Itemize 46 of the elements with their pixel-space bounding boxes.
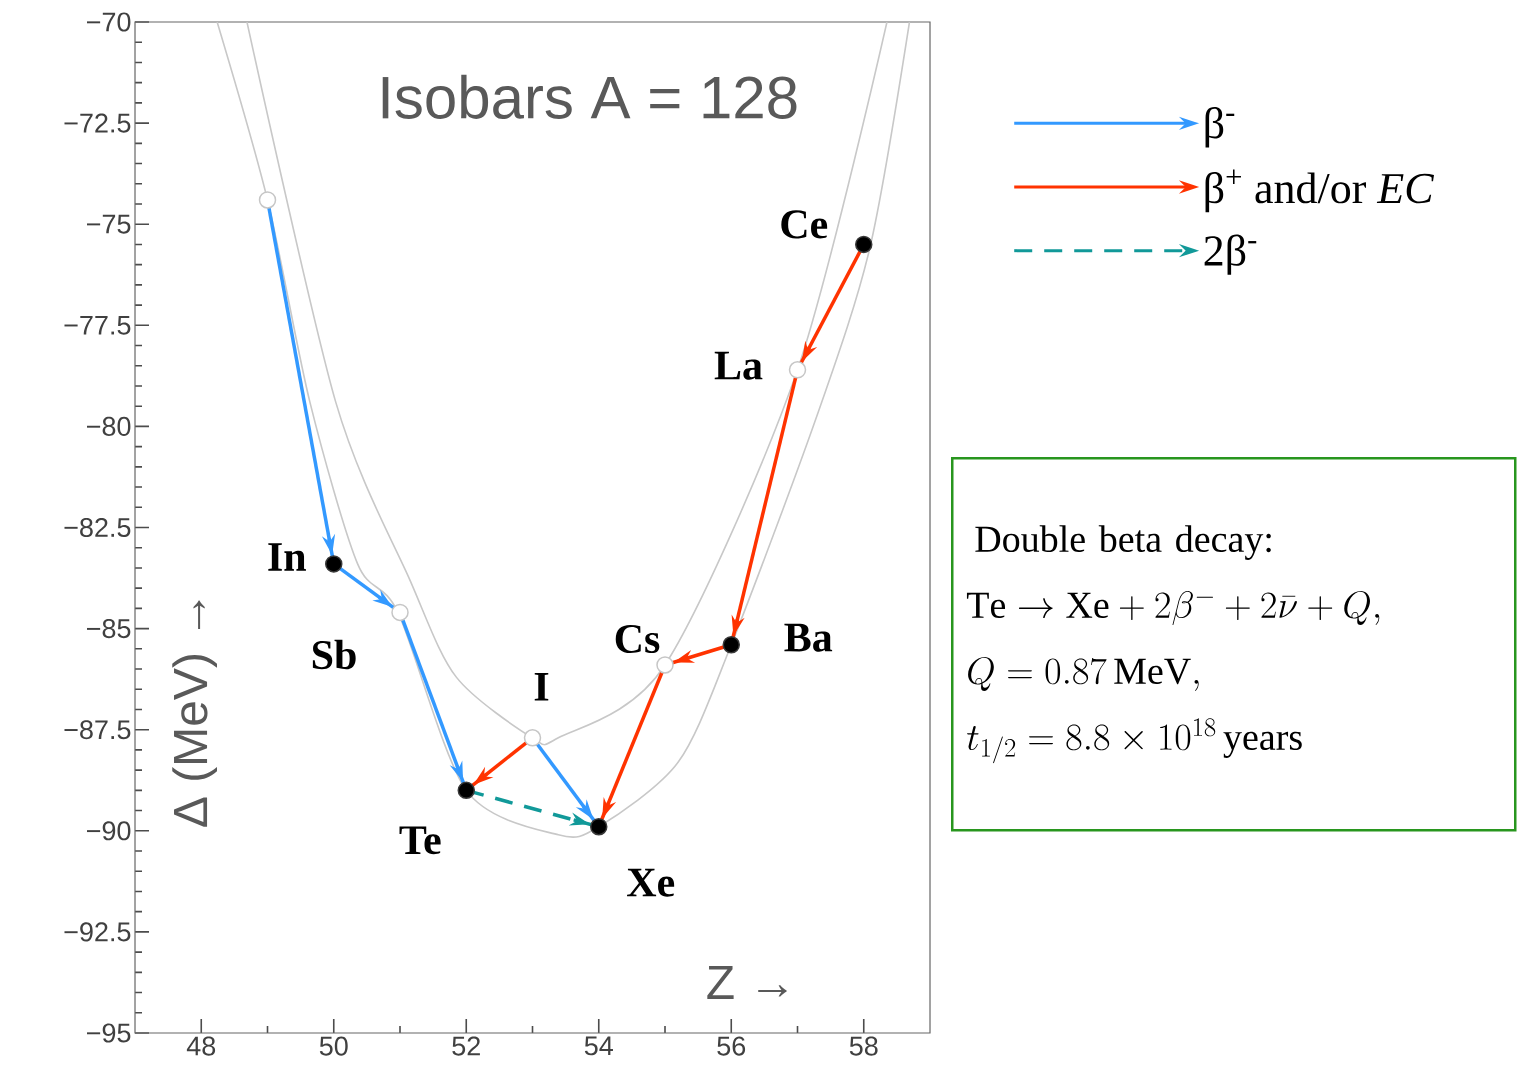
y-tick-label: −92.5 — [64, 922, 131, 942]
annotation: I — [534, 673, 549, 701]
annotation: La — [714, 351, 763, 380]
text: $Q=0.87\,\mathrm{MeV},$ — [968, 656, 1199, 692]
annotation: Ba — [784, 623, 833, 652]
text: Isobars A = 128 — [382, 74, 797, 119]
y-tick-label: −80 — [87, 416, 131, 436]
point — [325, 555, 343, 573]
text: $\mathrm{Te}\rightarrow\mathrm{Xe}+2\beta^{-}+2\bar{\nu}+Q,$ — [966, 590, 1380, 626]
y-tick-label: −77.5 — [64, 315, 131, 335]
point — [590, 818, 608, 836]
point — [855, 235, 873, 254]
annotation: Te — [399, 826, 441, 855]
legend-label: β$^{-}$ — [1205, 107, 1235, 148]
x-tick-label: 58 — [849, 1036, 878, 1056]
y-axis-title: Δ (MeV) → — [172, 600, 217, 827]
point — [523, 729, 542, 747]
x-tick-label: 48 — [186, 1036, 216, 1056]
x-axis-title: Z → — [707, 965, 787, 999]
legend-label: 2β$^{-}$ — [1204, 234, 1257, 275]
x-tick-label: 56 — [717, 1036, 746, 1056]
point — [258, 191, 277, 209]
annotation: Ce — [781, 210, 828, 239]
text: $t_{1/2}=8.8\times10^{18}\,\mathrm{years}$ — [967, 718, 1302, 764]
text: Double beta decay: — [975, 525, 1271, 560]
annotation: Xe — [627, 868, 675, 897]
annotation: Sb — [312, 639, 356, 670]
annotation: In — [268, 543, 306, 571]
y-tick-label: −85 — [87, 619, 131, 639]
x-tick-label: 52 — [452, 1036, 480, 1056]
y-tick-label: −75 — [87, 214, 131, 234]
x-tick-label: 50 — [319, 1036, 348, 1056]
point — [457, 781, 476, 800]
point — [656, 656, 674, 674]
x-tick-label: 54 — [584, 1036, 613, 1056]
y-tick-label: −82.5 — [64, 517, 131, 538]
y-tick-label: −95 — [87, 1023, 131, 1043]
point — [391, 603, 409, 622]
y-tick-label: −72.5 — [64, 113, 131, 133]
y-tick-label: −87.5 — [64, 720, 131, 740]
y-tick-label: −70 — [87, 12, 131, 32]
y-tick-label: −90 — [87, 821, 131, 841]
annotation: Cs — [615, 624, 660, 654]
point — [788, 361, 807, 379]
point — [722, 636, 741, 654]
legend-label: β$^{+}$ and/or EC — [1205, 169, 1434, 213]
